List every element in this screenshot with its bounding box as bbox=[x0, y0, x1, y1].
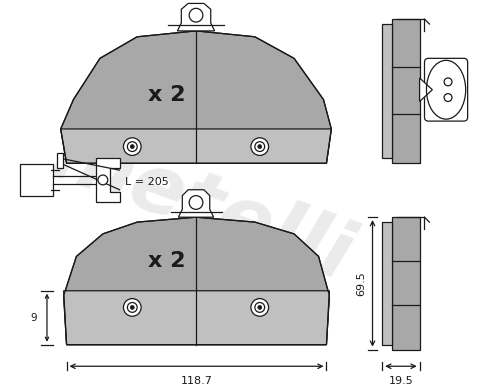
Circle shape bbox=[130, 305, 134, 309]
Circle shape bbox=[124, 138, 141, 156]
Circle shape bbox=[189, 8, 203, 22]
Bar bbox=[382, 222, 392, 345]
Bar bbox=[57, 154, 62, 168]
Circle shape bbox=[98, 175, 108, 185]
Bar bbox=[392, 19, 419, 163]
FancyBboxPatch shape bbox=[424, 58, 468, 121]
Bar bbox=[392, 217, 419, 350]
Circle shape bbox=[128, 303, 137, 312]
Polygon shape bbox=[178, 190, 214, 217]
Circle shape bbox=[258, 145, 262, 149]
Text: 19.5: 19.5 bbox=[388, 376, 413, 386]
Text: x 2: x 2 bbox=[148, 85, 186, 105]
Circle shape bbox=[444, 78, 452, 86]
Polygon shape bbox=[60, 129, 332, 163]
Bar bbox=[382, 24, 392, 158]
Polygon shape bbox=[64, 217, 330, 345]
Circle shape bbox=[255, 142, 264, 151]
Text: 9: 9 bbox=[30, 313, 37, 323]
Text: 69.5: 69.5 bbox=[356, 271, 366, 296]
Circle shape bbox=[189, 196, 203, 209]
Polygon shape bbox=[96, 158, 120, 202]
Circle shape bbox=[130, 145, 134, 149]
Circle shape bbox=[251, 138, 268, 156]
Circle shape bbox=[124, 299, 141, 316]
Circle shape bbox=[128, 142, 137, 151]
Text: x 2: x 2 bbox=[148, 251, 186, 271]
Text: L = 205: L = 205 bbox=[126, 177, 169, 187]
Circle shape bbox=[251, 299, 268, 316]
Polygon shape bbox=[178, 4, 214, 31]
Circle shape bbox=[444, 94, 452, 102]
Text: metelli: metelli bbox=[40, 117, 362, 298]
Polygon shape bbox=[60, 31, 332, 163]
Circle shape bbox=[258, 305, 262, 309]
Polygon shape bbox=[420, 78, 432, 102]
Text: 118.7: 118.7 bbox=[180, 376, 212, 386]
Circle shape bbox=[255, 303, 264, 312]
Polygon shape bbox=[64, 291, 330, 345]
Bar bbox=[20, 164, 53, 196]
